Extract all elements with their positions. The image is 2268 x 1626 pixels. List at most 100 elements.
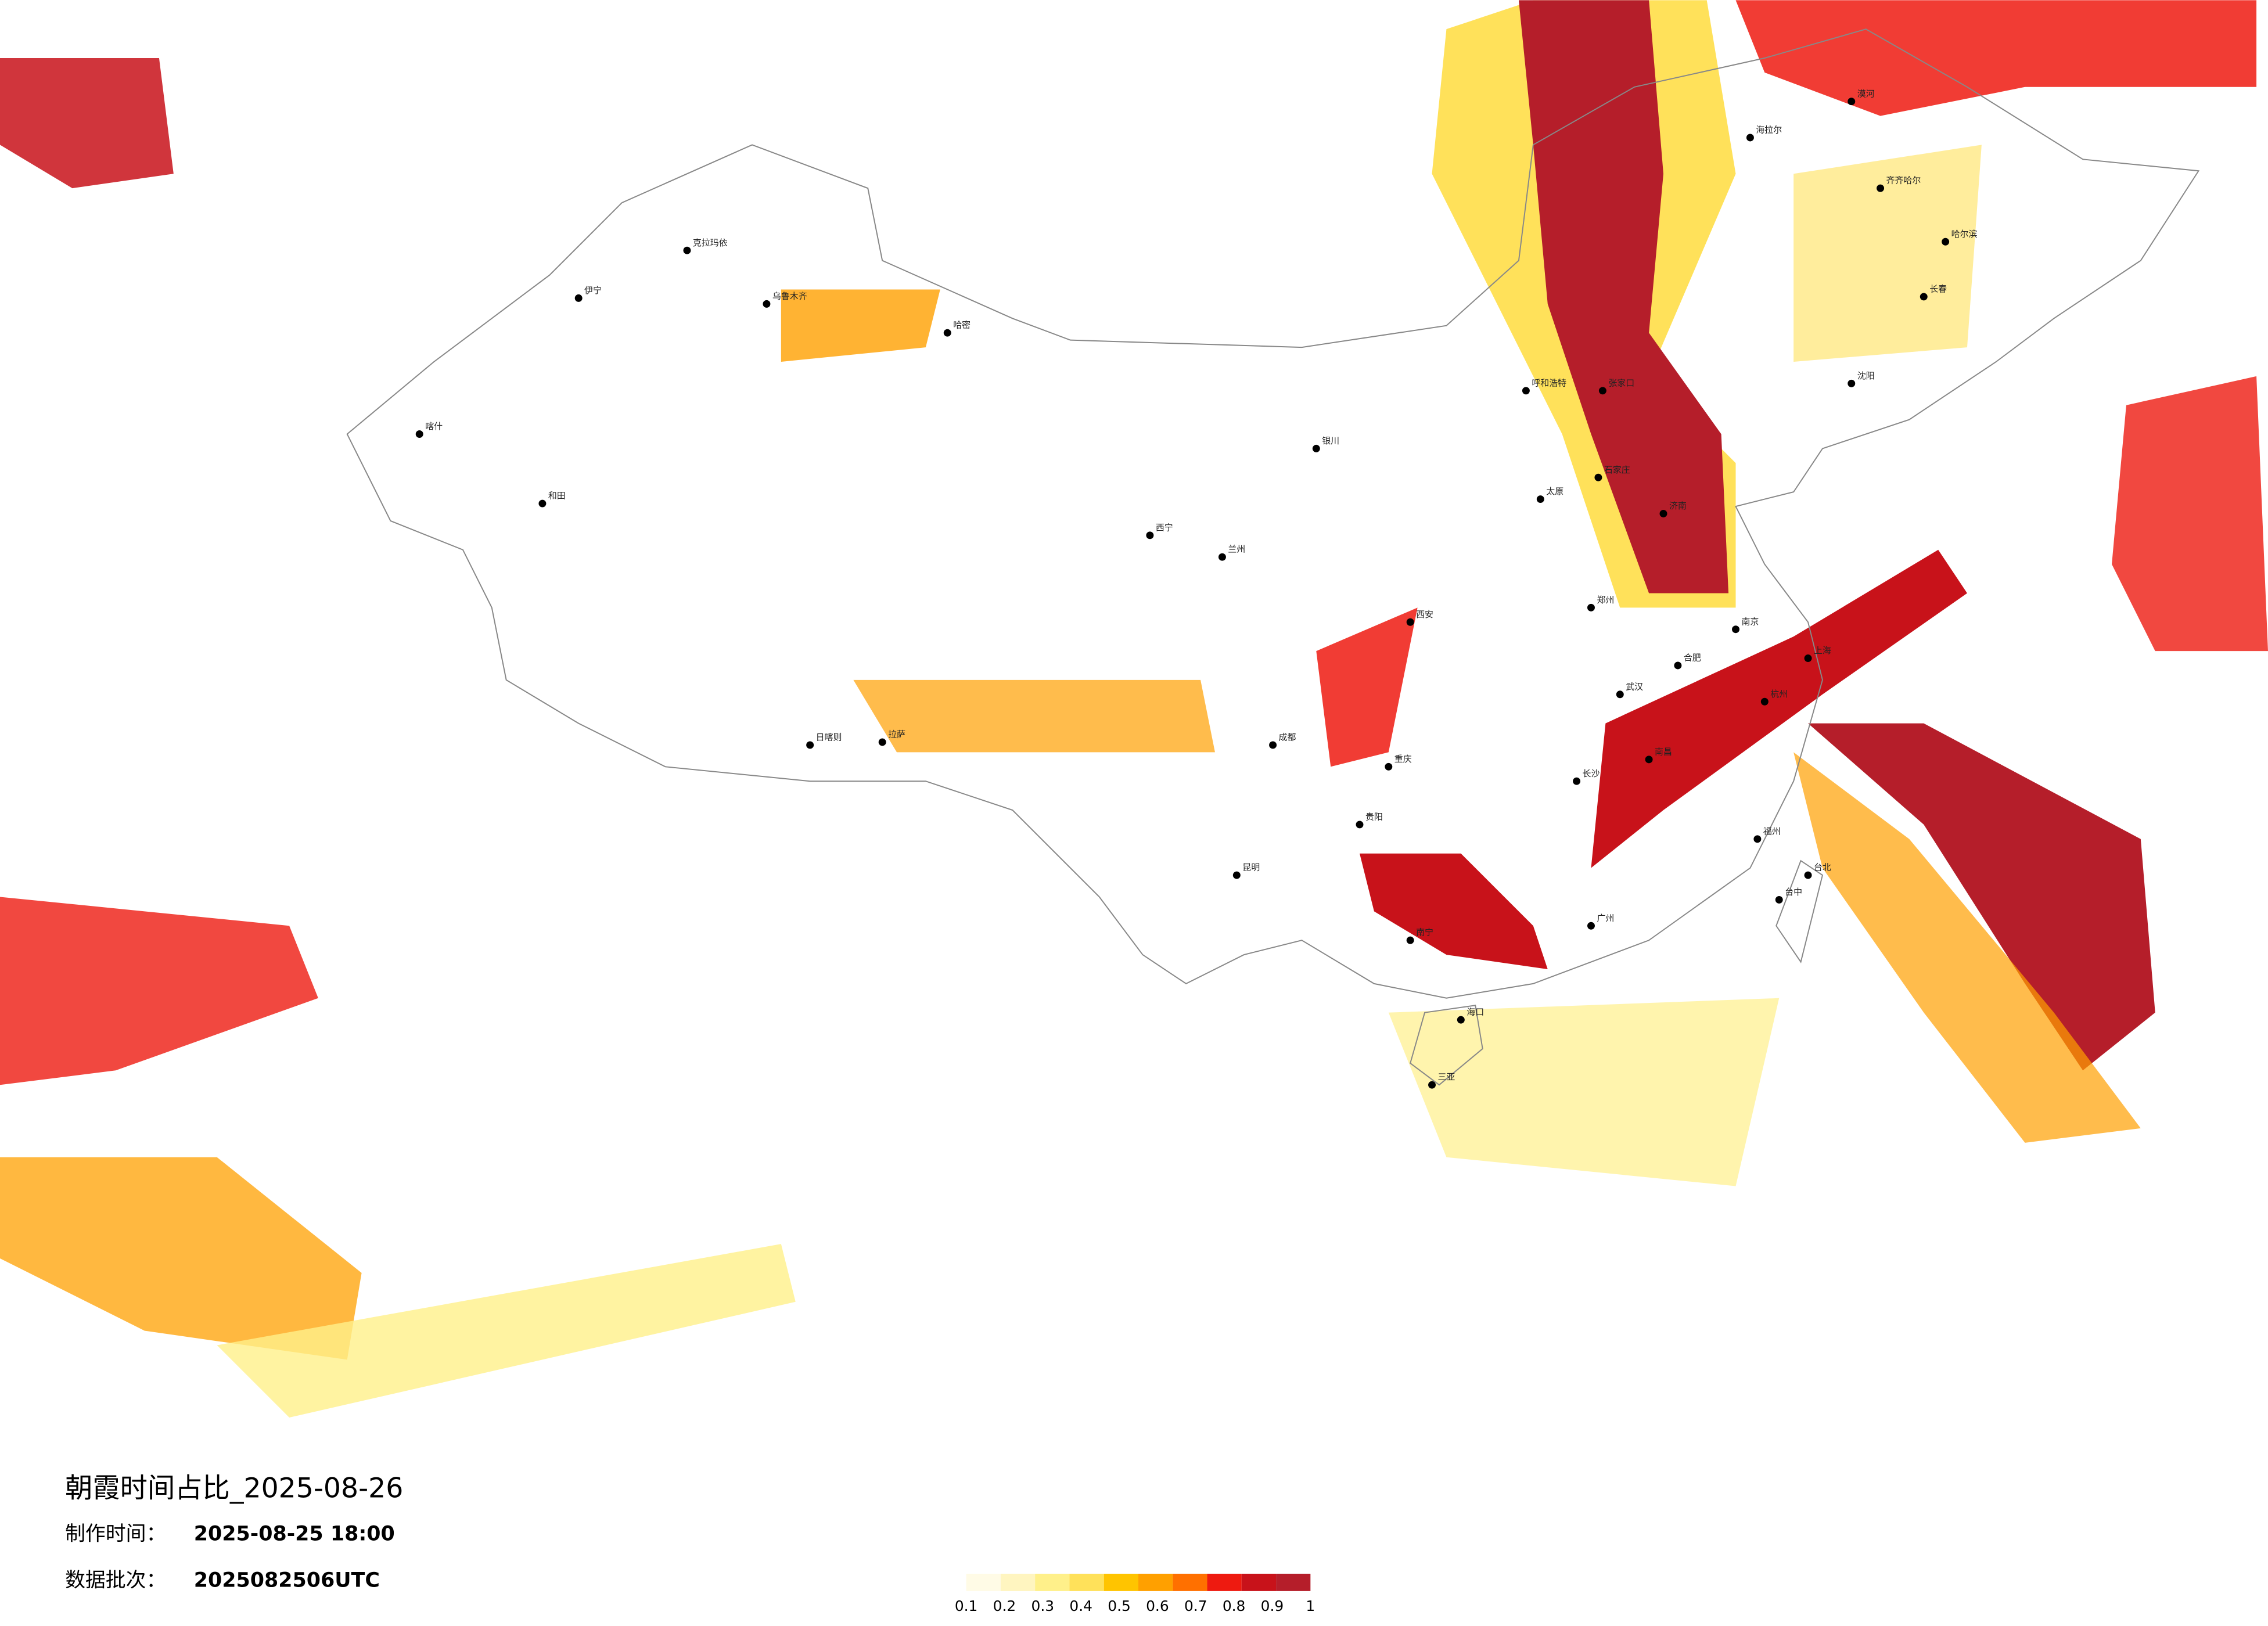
city-dot: [1598, 387, 1606, 395]
city-dot: [763, 300, 771, 308]
city-dot: [1753, 835, 1762, 843]
city-label: 济南: [1669, 501, 1687, 511]
country-border: [346, 28, 2200, 999]
city-label: 杭州: [1770, 689, 1788, 699]
city-label: 漠河: [1857, 88, 1875, 99]
city-dot: [1356, 821, 1364, 829]
city-label: 郑州: [1597, 595, 1614, 605]
heat-layer: [0, 0, 2268, 1418]
city-dot: [1218, 553, 1226, 561]
legend-tick-label: 0.9: [1261, 1598, 1284, 1614]
batch-label: 数据批次：: [65, 1569, 166, 1592]
city-label: 长沙: [1583, 768, 1600, 779]
city-dot: [683, 246, 691, 254]
legend-swatch: [1207, 1573, 1242, 1591]
batch-value: 2025082506UTC: [194, 1569, 380, 1592]
map-title: 朝霞时间占比_2025-08-26: [65, 1473, 403, 1505]
heat-area: [0, 57, 174, 189]
city-label: 武汉: [1626, 681, 1643, 692]
city-label: 和田: [548, 491, 566, 501]
city-dot: [1457, 1016, 1465, 1024]
legend-tick-label: 0.7: [1184, 1598, 1207, 1614]
city-dot: [1428, 1081, 1436, 1089]
city-dot: [1877, 184, 1885, 192]
city-label: 哈尔滨: [1951, 229, 1978, 239]
heat-area: [1793, 752, 2141, 1143]
city-dot: [878, 738, 886, 746]
made-label: 制作时间：: [65, 1523, 166, 1546]
city-label: 海口: [1467, 1007, 1484, 1017]
legend-tick-label: 0.4: [1069, 1598, 1092, 1614]
city-label: 台北: [1814, 862, 1831, 873]
city-dot: [943, 329, 951, 337]
heat-area: [1808, 723, 2155, 1071]
city-label: 乌鲁木齐: [772, 291, 807, 301]
city-label: 昆明: [1242, 862, 1260, 873]
heat-area: [853, 679, 1215, 753]
city-dot: [1536, 495, 1544, 503]
city-dot: [1659, 510, 1667, 517]
city-label: 齐齐哈尔: [1886, 175, 1921, 186]
heat-area: [1360, 853, 1548, 969]
city-label: 伊宁: [584, 285, 602, 296]
legend-tick-label: 0.8: [1223, 1598, 1246, 1614]
city-dot: [1594, 473, 1602, 481]
city-dot: [415, 430, 423, 438]
city-label: 成都: [1279, 732, 1296, 742]
legend-tick-label: 0.3: [1031, 1598, 1055, 1614]
legend-tick-label: 0.2: [993, 1598, 1016, 1614]
legend-swatch: [1138, 1573, 1173, 1591]
city-label: 呼和浩特: [1532, 377, 1566, 388]
city-label: 沈阳: [1857, 370, 1875, 381]
legend-swatch: [1069, 1573, 1104, 1591]
island-border: [1775, 859, 1824, 963]
city-dot: [1804, 871, 1812, 879]
heat-area: [781, 289, 940, 362]
city-label: 西宁: [1156, 522, 1173, 533]
city-label: 喀什: [425, 421, 443, 431]
heat-area: [1591, 549, 1967, 868]
heat-area: [1388, 998, 1780, 1186]
city-label: 南昌: [1655, 746, 1672, 757]
city-dot: [1616, 690, 1624, 699]
legend-swatch: [1241, 1573, 1277, 1591]
city-dot: [1587, 922, 1595, 930]
city-dot: [1406, 618, 1414, 626]
city-dot: [1522, 387, 1530, 395]
city-dot: [1848, 98, 1856, 106]
city-label: 拉萨: [888, 729, 905, 740]
city-dot: [1674, 661, 1682, 670]
city-label: 兰州: [1228, 544, 1245, 555]
legend-swatch: [1035, 1573, 1070, 1591]
city-dot: [1804, 654, 1812, 662]
city-label: 南京: [1741, 616, 1759, 627]
city-dot: [1920, 293, 1928, 301]
city-dot: [1746, 134, 1754, 142]
legend-swatch: [1276, 1573, 1311, 1591]
heat-area: [217, 1244, 796, 1418]
city-label: 南宁: [1416, 927, 1433, 938]
made-time: 2025-08-25 18:00: [194, 1523, 395, 1546]
legend-swatch: [1000, 1573, 1036, 1591]
legend-tick-label: 0.6: [1146, 1598, 1169, 1614]
heat-area: [1316, 607, 1418, 767]
heat-area: [0, 897, 318, 1085]
legend-tick-label: 0.5: [1108, 1598, 1131, 1614]
city-label: 重庆: [1394, 754, 1412, 764]
city-dot: [1848, 379, 1856, 387]
heat-area: [2112, 376, 2268, 652]
city-label: 三亚: [1437, 1072, 1455, 1082]
city-label: 哈密: [953, 320, 971, 330]
city-label: 台中: [1785, 887, 1802, 897]
island-border: [1410, 1005, 1483, 1086]
city-label: 克拉玛依: [693, 238, 728, 248]
legend-tick-label: 0.1: [955, 1598, 978, 1614]
city-label: 长春: [1929, 283, 1947, 294]
city-label: 张家口: [1608, 377, 1634, 388]
city-dot: [1942, 238, 1950, 246]
city-dot: [1645, 756, 1653, 764]
legend-swatch: [966, 1573, 1001, 1591]
heat-area: [1518, 0, 1729, 593]
city-label: 福州: [1763, 826, 1781, 836]
